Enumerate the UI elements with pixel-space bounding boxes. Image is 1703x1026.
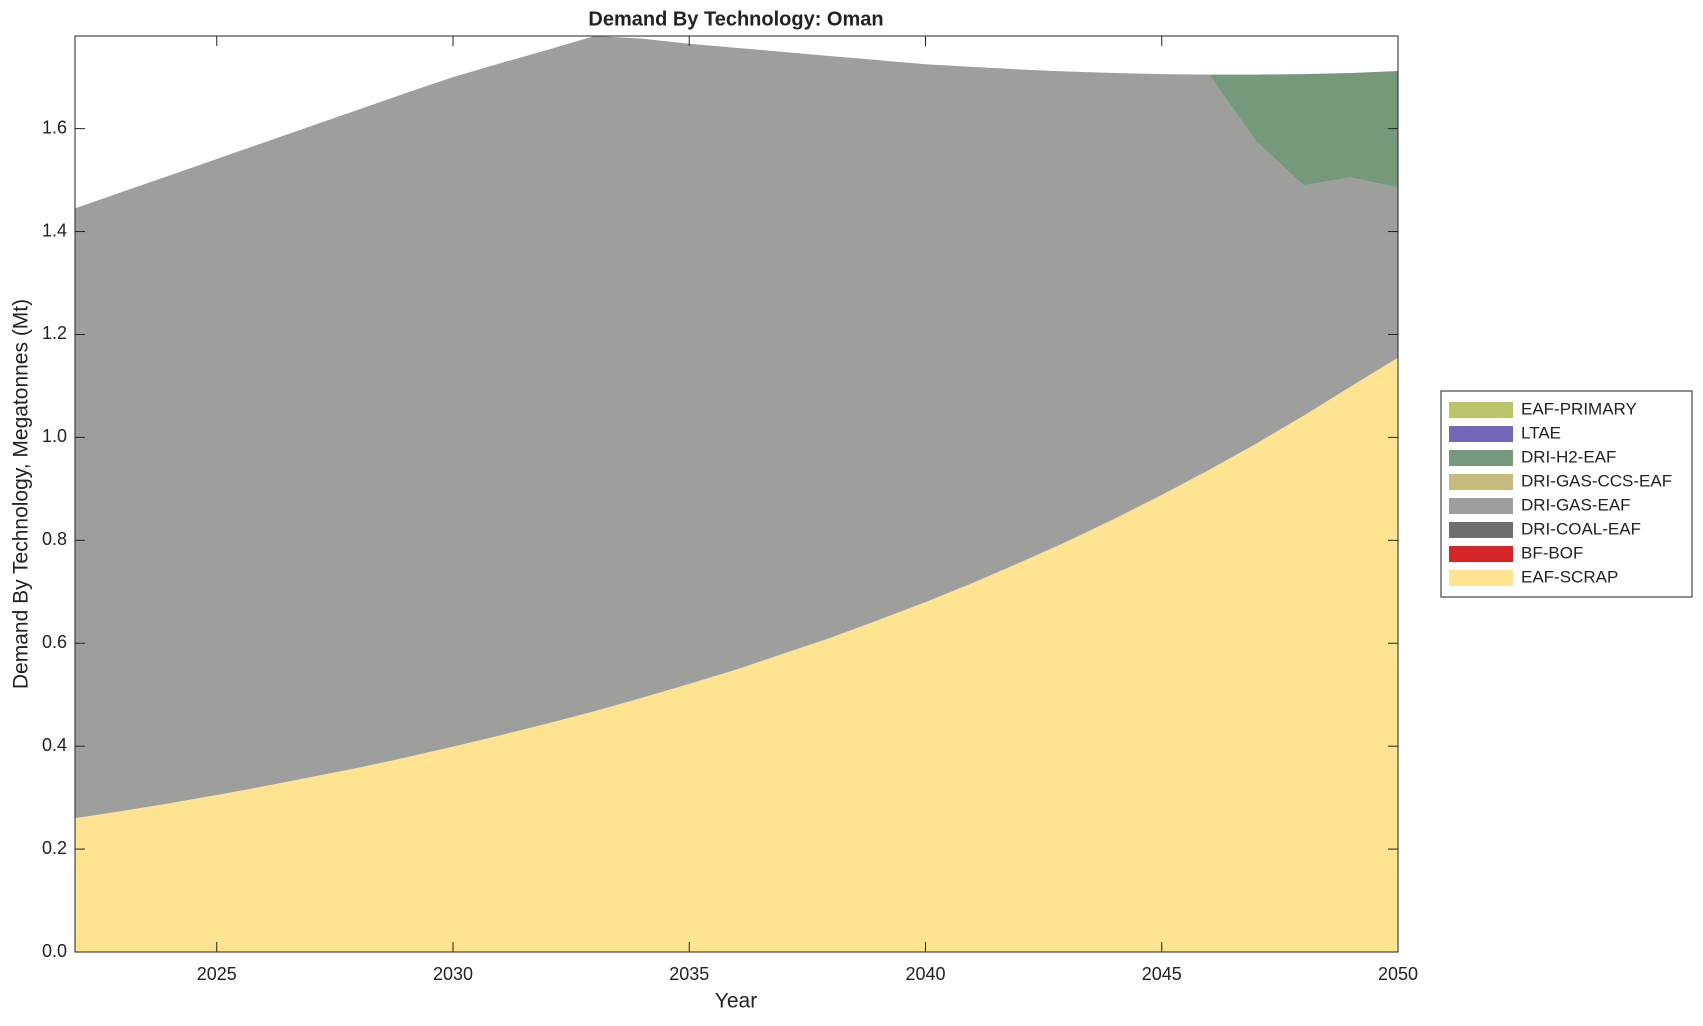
plot-areas xyxy=(75,36,1398,952)
y-tick-label: 1.6 xyxy=(42,117,67,137)
legend-swatch xyxy=(1449,450,1513,466)
x-tick-label: 2025 xyxy=(197,964,237,984)
legend-swatch xyxy=(1449,498,1513,514)
legend-label: DRI-GAS-EAF xyxy=(1521,495,1631,514)
legend-swatch xyxy=(1449,474,1513,490)
y-tick-label: 0.0 xyxy=(42,941,67,961)
y-tick-label: 1.2 xyxy=(42,323,67,343)
y-tick-label: 1.0 xyxy=(42,426,67,446)
legend-swatch xyxy=(1449,522,1513,538)
legend-label: LTAE xyxy=(1521,423,1561,442)
y-tick-label: 0.4 xyxy=(42,735,67,755)
legend: EAF-PRIMARY LTAE DRI-H2-EAF DRI-GAS-CCS-EAF… xyxy=(1440,390,1693,598)
x-tick-label: 2050 xyxy=(1378,964,1418,984)
y-tick-label: 0.8 xyxy=(42,529,67,549)
axes: 2025 2030 2035 2040 2045 2050 0.0 0.2 0.4 0.6 0.8 1… xyxy=(42,35,1418,984)
legend-swatch xyxy=(1449,402,1513,418)
legend-box xyxy=(1440,390,1693,598)
legend-swatch xyxy=(1449,426,1513,442)
area xyxy=(75,357,1398,952)
legend-swatch xyxy=(1449,546,1513,562)
x-tick-label: 2030 xyxy=(433,964,473,984)
x-tick-label: 2045 xyxy=(1142,964,1182,984)
chart-title: Demand By Technology: Oman xyxy=(588,8,883,30)
y-tick-label: 0.6 xyxy=(42,632,67,652)
legend-label: EAF-PRIMARY xyxy=(1521,399,1637,418)
legend-label: EAF-SCRAP xyxy=(1521,567,1618,586)
x-axis-label: Year xyxy=(715,990,757,1013)
legend-label: DRI-COAL-EAF xyxy=(1521,519,1641,538)
y-tick-label: 1.4 xyxy=(42,220,67,240)
plot-frame xyxy=(74,35,1399,953)
legend-label: DRI-H2-EAF xyxy=(1521,447,1616,466)
x-tick-label: 2040 xyxy=(905,964,945,984)
x-tick-label: 2035 xyxy=(669,964,709,984)
legend-swatch xyxy=(1449,570,1513,586)
area xyxy=(75,36,1398,819)
y-axis-label: Demand By Technology, Megatonnes (Mt) xyxy=(10,299,33,689)
y-tick-label: 0.2 xyxy=(42,838,67,858)
legend-label: BF-BOF xyxy=(1521,543,1583,562)
legend-label: DRI-GAS-CCS-EAF xyxy=(1521,471,1672,490)
